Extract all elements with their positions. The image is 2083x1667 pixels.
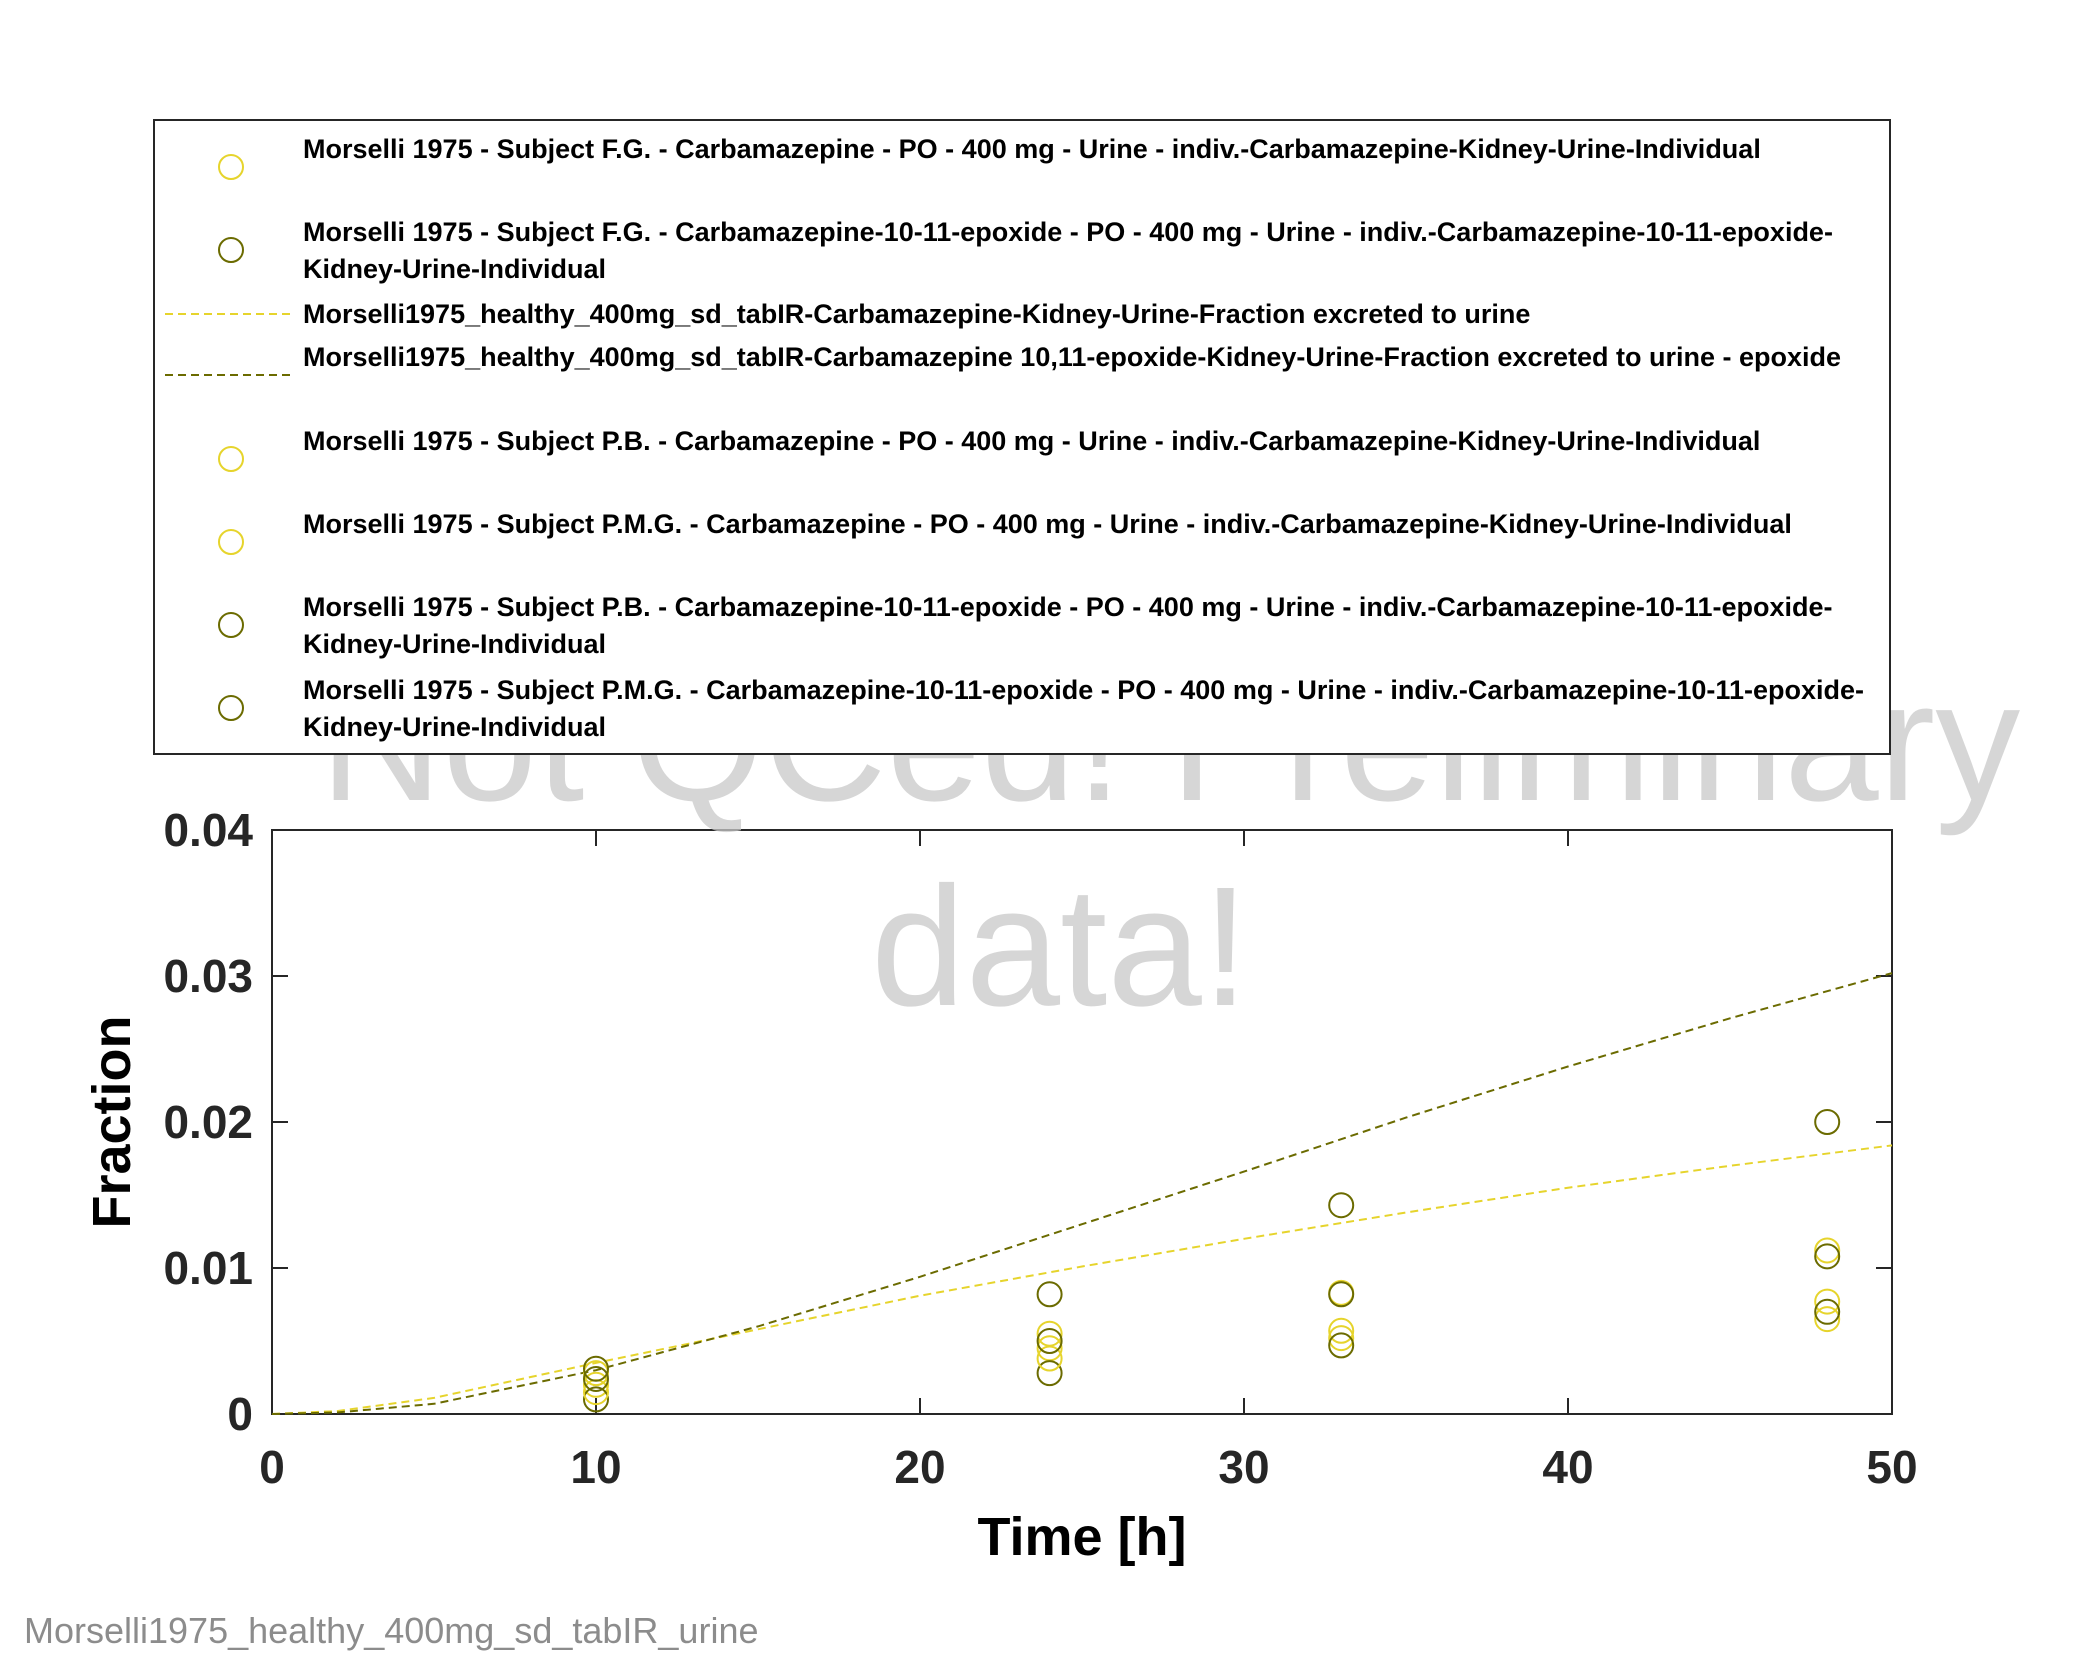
y-axis-title: Fraction [82, 1015, 142, 1228]
data-point [1814, 1243, 1841, 1270]
data-point [1036, 1360, 1063, 1387]
legend-entry: Morselli 1975 - Subject P.M.G. - Carbama… [155, 672, 1889, 746]
legend-label: Morselli 1975 - Subject F.G. - Carbamaze… [303, 217, 1833, 284]
series-5 [583, 1279, 1841, 1387]
series-8 [583, 1298, 1841, 1392]
axis-ticks: 0 10 20 30 40 50 0 0.01 0.02 0.03 0.04 [163, 804, 1917, 1493]
watermark-line-2: data! [871, 852, 1249, 1042]
legend-line-swatch [165, 313, 291, 315]
legend-line-swatch [165, 374, 291, 376]
data-point [1328, 1332, 1355, 1359]
legend-marker-sample [218, 695, 244, 721]
data-point [1814, 1288, 1841, 1315]
x-tick-label: 0 [259, 1441, 285, 1493]
legend-label: Morselli1975_healthy_400mg_sd_tabIR-Carb… [303, 342, 1842, 372]
legend-marker-sample [218, 612, 244, 638]
legend-marker-swatch [218, 237, 244, 263]
y-tick-label: 0.01 [163, 1242, 253, 1294]
legend-marker-sample [218, 529, 244, 555]
legend-entry: Morselli 1975 - Subject F.G. - Carbamaze… [155, 214, 1889, 288]
legend-entry: Morselli 1975 - Subject P.M.G. - Carbama… [155, 506, 1889, 580]
data-point [583, 1386, 609, 1413]
legend-label: Morselli 1975 - Subject F.G. - Carbamaze… [303, 134, 1761, 164]
data-point [1036, 1345, 1063, 1372]
data-point [1814, 1237, 1841, 1264]
x-tick-label: 20 [894, 1441, 945, 1493]
series-3 [271, 1144, 1893, 1415]
data-point [1328, 1317, 1355, 1344]
data-point [1814, 1306, 1841, 1333]
legend-label: Morselli 1975 - Subject P.B. - Carbamaze… [303, 592, 1833, 659]
legend-marker-sample [218, 154, 244, 180]
series-1 [583, 1237, 1841, 1398]
series-layer [271, 972, 1893, 1415]
legend: Morselli 1975 - Subject F.G. - Carbamaze… [153, 119, 1891, 755]
legend-entry: Morselli 1975 - Subject F.G. - Carbamaze… [155, 131, 1889, 205]
data-point [1328, 1192, 1355, 1219]
data-point [1814, 1298, 1841, 1325]
footer-caption: Morselli1975_healthy_400mg_sd_tabIR_urin… [24, 1610, 759, 1651]
series-line [271, 1144, 1893, 1415]
x-axis-title: Time [h] [977, 1507, 1186, 1567]
legend-label: Morselli 1975 - Subject P.B. - Carbamaze… [303, 426, 1761, 456]
data-point [583, 1371, 609, 1398]
legend-marker-swatch [218, 695, 244, 721]
data-point [583, 1365, 609, 1392]
data-point [1036, 1281, 1063, 1308]
y-tick-label: 0.02 [163, 1096, 253, 1148]
legend-marker-sample [218, 237, 244, 263]
legend-label: Morselli 1975 - Subject P.M.G. - Carbama… [303, 509, 1792, 539]
y-tick-label: 0.04 [163, 804, 253, 856]
data-point [583, 1355, 609, 1382]
y-tick-label: 0.03 [163, 950, 253, 1002]
legend-marker-sample [218, 446, 244, 472]
data-point [1328, 1281, 1355, 1308]
x-tick-label: 40 [1542, 1441, 1593, 1493]
series-2 [583, 1109, 1841, 1413]
legend-marker-swatch [218, 446, 244, 472]
legend-entry: Morselli 1975 - Subject P.B. - Carbamaze… [155, 589, 1889, 663]
data-point [1328, 1325, 1355, 1352]
series-7 [583, 1243, 1841, 1382]
data-point [1036, 1328, 1063, 1354]
legend-entry: Morselli 1975 - Subject P.B. - Carbamaze… [155, 423, 1889, 497]
series-4 [271, 972, 1893, 1415]
legend-marker-swatch [218, 529, 244, 555]
y-tick-label: 0 [227, 1388, 253, 1440]
x-tick-label: 50 [1866, 1441, 1917, 1493]
legend-marker-swatch [218, 612, 244, 638]
series-line [271, 972, 1893, 1415]
x-tick-label: 10 [570, 1441, 621, 1493]
legend-marker-swatch [218, 154, 244, 180]
legend-label: Morselli1975_healthy_400mg_sd_tabIR-Carb… [303, 299, 1531, 329]
legend-entry: Morselli1975_healthy_400mg_sd_tabIR-Carb… [155, 296, 1889, 333]
x-tick-label: 30 [1218, 1441, 1269, 1493]
legend-label: Morselli 1975 - Subject P.M.G. - Carbama… [303, 675, 1864, 742]
data-point [1814, 1109, 1841, 1135]
legend-entry: Morselli1975_healthy_400mg_sd_tabIR-Carb… [155, 339, 1889, 413]
